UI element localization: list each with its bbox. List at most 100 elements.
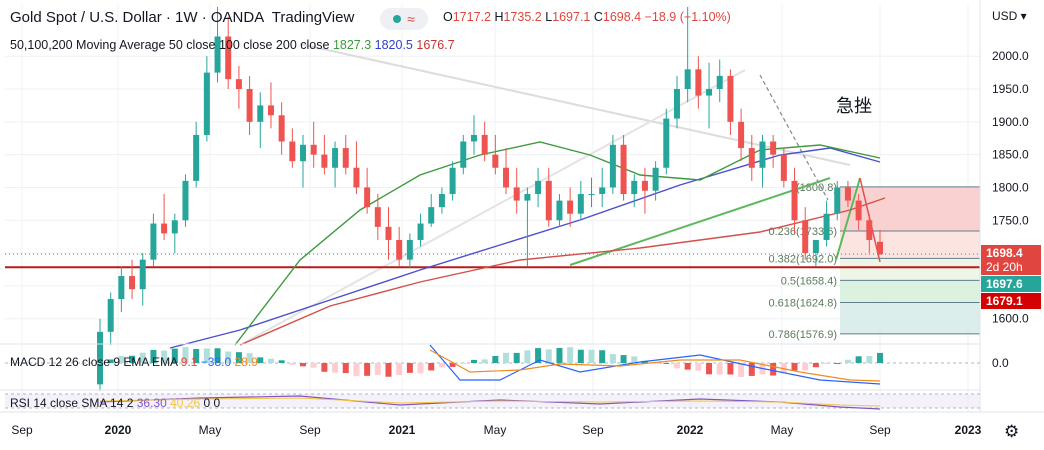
high-value: 1735.2 [503,10,542,24]
macd-histogram-bar [524,350,531,363]
macd-histogram-bar [513,352,520,363]
candle-body [310,144,317,155]
macd-histogram-bar [470,359,477,363]
macd-histogram-bar [577,349,584,363]
candle-body [567,200,574,214]
macd-histogram-bar [791,363,798,371]
macd-histogram-bar [738,363,745,377]
candle-body [278,115,285,142]
fib-level-label: 0.786(1576.9) [769,329,838,341]
ma-label: 50,100,200 Moving Average 50 close 100 c… [10,38,330,52]
decline-dashed-line [759,74,829,201]
candle-body [663,118,670,168]
macd-histogram-bar [428,363,435,371]
fib-level-label: 0.382(1692.0) [769,253,838,265]
candle-body [257,105,264,122]
candle-body [631,180,638,195]
open-value: 1717.2 [452,10,491,24]
macd-histogram-bar [118,356,125,363]
candle-body [353,167,360,188]
macd-histogram-bar [214,348,221,363]
candle-body [235,79,242,90]
resistance-trendline [299,43,851,166]
close-label: C [593,10,603,24]
candle-body [129,276,136,290]
macd-histogram-bar [823,363,830,364]
macd-histogram-bar [300,363,307,367]
market-status-badge[interactable]: ≈ [380,8,428,30]
macd-histogram-bar [364,363,371,376]
time-axis-tick: May [199,423,222,437]
ma100-value: 1820.5 [374,38,413,52]
price-axis-tick: 1900.0 [992,115,1029,129]
candle-body [225,36,232,80]
candle-body [374,207,381,227]
macd-histogram-bar [235,352,242,363]
candle-body [289,141,296,162]
ohlc-readout: O1717.2 H1735.2 L1697.1 C1698.4 −18.9 (−… [443,10,731,24]
moving-average-legend[interactable]: 50,100,200 Moving Average 50 close 100 c… [10,38,455,52]
candle-body [770,141,777,155]
candle-body [214,36,221,73]
macd-histogram-bar [161,350,168,363]
macd-histogram-bar [802,363,809,371]
settings-gear-icon[interactable]: ⚙ [1004,422,1020,441]
candle-body [300,144,307,162]
macd-legend[interactable]: MACD 12 26 close 9 EMA EMA 9.1 −38.0 28.… [10,355,258,369]
candle-body [748,148,755,168]
symbol-title[interactable]: Gold Spot / U.S. Dollar · 1W · OANDA Tra… [10,9,354,26]
change-value: −18.9 (−1.10%) [644,10,731,24]
macd-histogram-bar [503,352,510,363]
fib-zone [840,302,980,334]
candle-body [449,167,456,195]
time-axis-tick: Sep [11,423,33,437]
candle-body [738,121,745,149]
low-label: L [545,10,553,24]
macd-histogram-bar [535,348,542,363]
macd-histogram-bar [353,363,360,377]
macd-histogram-bar [844,359,851,363]
candle-body [577,194,584,214]
rsi-legend[interactable]: RSI 14 close SMA 14 2 36.30 40.26 0 0 [10,396,220,410]
pullback-line [859,177,881,263]
macd-hist-value: 9.1 [180,355,198,369]
low-value: 1697.1 [552,10,591,24]
macd-histogram-bar [193,349,200,363]
close-value: 1698.4 [602,10,642,24]
candle-body [470,134,477,142]
candle-body [481,134,488,155]
ma50-value: 1827.3 [332,38,372,52]
candle-body [844,187,851,201]
macd-histogram-bar [460,363,467,364]
candle-body [652,167,659,191]
macd-histogram-bar [727,363,734,375]
candle-body [107,299,114,332]
macd-histogram-bar [246,353,253,363]
macd-histogram-bar [267,358,274,363]
macd-histogram-bar [620,355,627,363]
time-axis-tick: 2023 [955,423,982,437]
ma200-price-value: 1679.1 [986,294,1023,308]
macd-histogram-bar [631,356,638,363]
ma50-line [234,141,881,346]
candle-body [855,200,862,221]
candle-body [385,226,392,240]
macd-histogram-bar [225,351,232,363]
candle-body [396,239,403,260]
high-label: H [494,10,504,24]
candle-body [342,148,349,168]
price-axis-tick: 1800.0 [992,180,1029,194]
fib-level-label: 0.618(1624.8) [769,297,838,309]
time-axis-tick: 2020 [105,423,132,437]
candle-body [727,75,734,122]
macd-histogram-bar [289,363,296,365]
candle-body [599,187,606,195]
macd-histogram-bar [567,347,574,363]
wave-icon: ≈ [407,11,415,27]
time-axis-tick: Sep [299,423,321,437]
macd-histogram-bar [556,348,563,363]
ma50-price-value: 1697.6 [986,277,1023,291]
candle-body [193,134,200,181]
price-axis-tick: 1750.0 [992,213,1029,227]
